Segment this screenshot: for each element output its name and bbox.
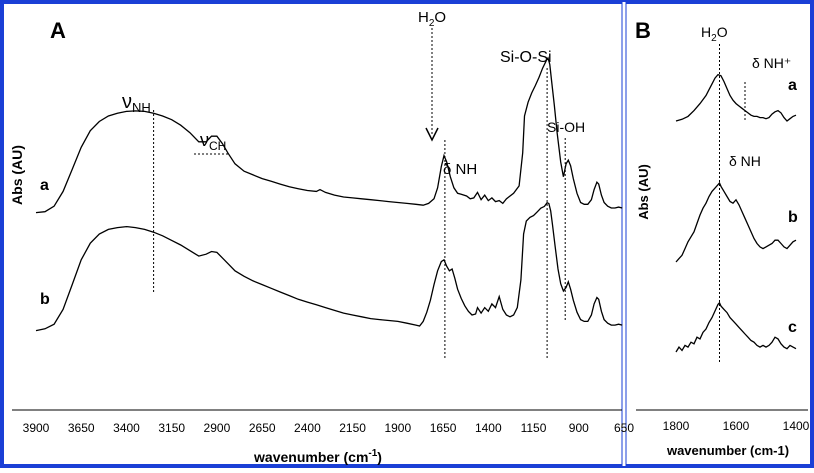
- panel-b-series-label-b: b: [788, 209, 798, 226]
- reference-lines: [153, 44, 746, 362]
- annotation-h2o-a: H2O: [418, 9, 446, 29]
- panel-a-xtick-label: 1900: [384, 421, 411, 435]
- panel-a-xtick-label: 3400: [113, 421, 140, 435]
- annotation-delta-nh-b: δ NH: [729, 153, 761, 169]
- annotation-delta-nh-a: δ NH: [443, 161, 477, 178]
- annotation-h2o-b: H2O: [701, 24, 728, 44]
- annotation-si-o-si: Si-O-Si: [500, 49, 552, 66]
- panel-b-spectrum-c: [675, 301, 797, 353]
- panel-b-spectrum-b: [675, 181, 797, 263]
- panel-a-spectrum-a: [35, 56, 623, 214]
- panel-a-xtick-label: 1400: [475, 421, 502, 435]
- panel-a-xtick-label: 2900: [204, 421, 231, 435]
- h2o-arrow-head: [425, 127, 439, 142]
- panel-b-label: B: [635, 18, 651, 43]
- panel-b-xtick-label: 1800: [663, 419, 690, 433]
- panel-a-series-label-b: b: [40, 291, 50, 308]
- panel-a-label: A: [50, 18, 66, 43]
- panel-a-spectrum-b: [35, 201, 623, 332]
- panel-a-xtick-label: 1150: [521, 421, 547, 435]
- panel-a-xtick-label: 650: [614, 421, 634, 435]
- panel-a-xtick-label: 1650: [430, 421, 457, 435]
- panel-b-xlabel: wavenumber (cm-1): [666, 443, 789, 458]
- panel-a-xtick-label: 3150: [158, 421, 185, 435]
- panel-a-ylabel: Abs (AU): [9, 145, 25, 205]
- panel-a-xtick-label: 3650: [68, 421, 95, 435]
- panel-a-xlabel: wavenumber (cm-1): [253, 448, 382, 465]
- panel-a-xtick-label: 2400: [294, 421, 321, 435]
- panel-b-series-label-a: a: [788, 77, 797, 94]
- annotation-delta-nh-plus: δ NH⁺: [752, 55, 791, 71]
- spectra-lines: [35, 56, 797, 353]
- panel-b-series-label-c: c: [788, 319, 797, 336]
- panel-b-xtick-label: 1600: [723, 419, 750, 433]
- x-tick-labels: 3900 3650 3400 3150 2900 2650 2400 2150 1900 1650…: [23, 419, 810, 435]
- panel-a-xtick-label: 3900: [23, 421, 50, 435]
- series-labels: a b a b c: [40, 77, 798, 336]
- panel-a-series-label-a: a: [40, 177, 49, 194]
- panel-b-spectrum-a: [675, 73, 797, 122]
- annotation-si-oh: Si-OH: [547, 119, 585, 135]
- panel-a-xtick-label: 2150: [339, 421, 366, 435]
- panel-b-ylabel: Abs (AU): [636, 164, 651, 220]
- panel-a-xtick-label: 2650: [249, 421, 276, 435]
- panel-a-xtick-label: 900: [569, 421, 589, 435]
- panel-b-xtick-label: 1400: [783, 419, 810, 433]
